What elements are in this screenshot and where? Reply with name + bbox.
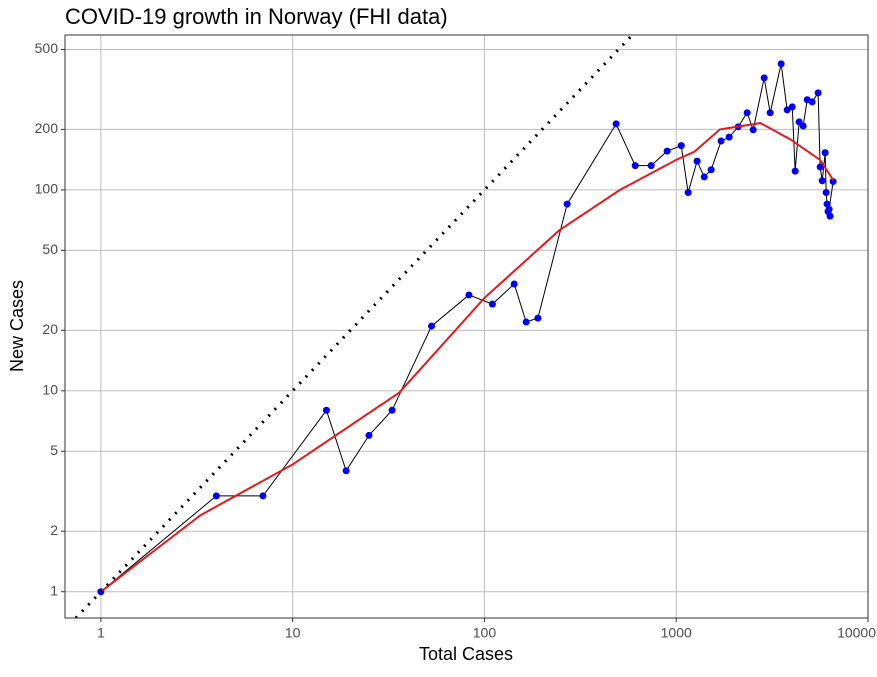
data-point <box>749 126 757 134</box>
x-tick-label: 10000 <box>837 625 876 641</box>
data-point <box>663 147 671 155</box>
y-tick-label: 20 <box>42 321 58 337</box>
data-point <box>814 89 822 97</box>
data-point <box>677 142 685 150</box>
data-point <box>777 60 785 68</box>
data-point <box>522 318 530 326</box>
y-axis-label: New Cases <box>7 280 27 372</box>
data-point <box>684 189 692 197</box>
data-point <box>825 205 833 213</box>
data-point <box>760 74 768 82</box>
data-point <box>631 162 639 170</box>
data-point <box>647 162 655 170</box>
data-point <box>612 120 620 128</box>
x-tick-label: 1 <box>97 625 105 641</box>
x-axis-label: Total Cases <box>419 644 513 664</box>
data-point <box>465 291 473 299</box>
data-point <box>766 109 774 117</box>
data-point <box>388 406 396 414</box>
data-point <box>791 167 799 175</box>
data-point <box>428 322 436 330</box>
data-point <box>342 467 350 475</box>
x-tick-label: 100 <box>473 625 497 641</box>
smooth-line <box>100 122 834 593</box>
data-point <box>743 109 751 117</box>
reference-line <box>74 35 634 618</box>
y-tick-label: 200 <box>35 120 59 136</box>
data-point <box>725 133 733 141</box>
data-point <box>563 200 571 208</box>
data-point <box>822 189 830 197</box>
plot-area <box>74 35 837 618</box>
data-point <box>700 173 708 181</box>
data-point <box>808 98 816 106</box>
data-point <box>799 122 807 130</box>
data-point <box>322 406 330 414</box>
x-tick-label: 10 <box>285 625 301 641</box>
data-point <box>534 314 542 322</box>
panel-border <box>64 34 869 619</box>
data-point <box>788 103 796 111</box>
data-point <box>488 300 496 308</box>
grid <box>65 35 869 618</box>
data-point <box>259 492 267 500</box>
data-point <box>707 166 715 174</box>
data-point <box>829 178 837 186</box>
y-tick-label: 50 <box>42 241 58 257</box>
data-point <box>823 200 831 208</box>
data-point <box>212 492 220 500</box>
data-point <box>826 212 834 220</box>
x-tick-label: 1000 <box>661 625 692 641</box>
y-tick-label: 500 <box>35 40 59 56</box>
y-tick-label: 5 <box>50 442 58 458</box>
y-tick-label: 100 <box>35 181 59 197</box>
y-tick-label: 1 <box>50 582 58 598</box>
data-point <box>693 157 701 165</box>
data-point <box>510 280 518 288</box>
data-point <box>821 149 829 157</box>
data-point <box>818 177 826 185</box>
data-point <box>365 431 373 439</box>
data-point <box>783 106 791 114</box>
data-point <box>816 163 824 171</box>
y-tick-label: 2 <box>50 522 58 538</box>
y-tick-label: 10 <box>42 382 58 398</box>
data-point <box>717 137 725 145</box>
chart-title: COVID-19 growth in Norway (FHI data) <box>65 4 448 29</box>
